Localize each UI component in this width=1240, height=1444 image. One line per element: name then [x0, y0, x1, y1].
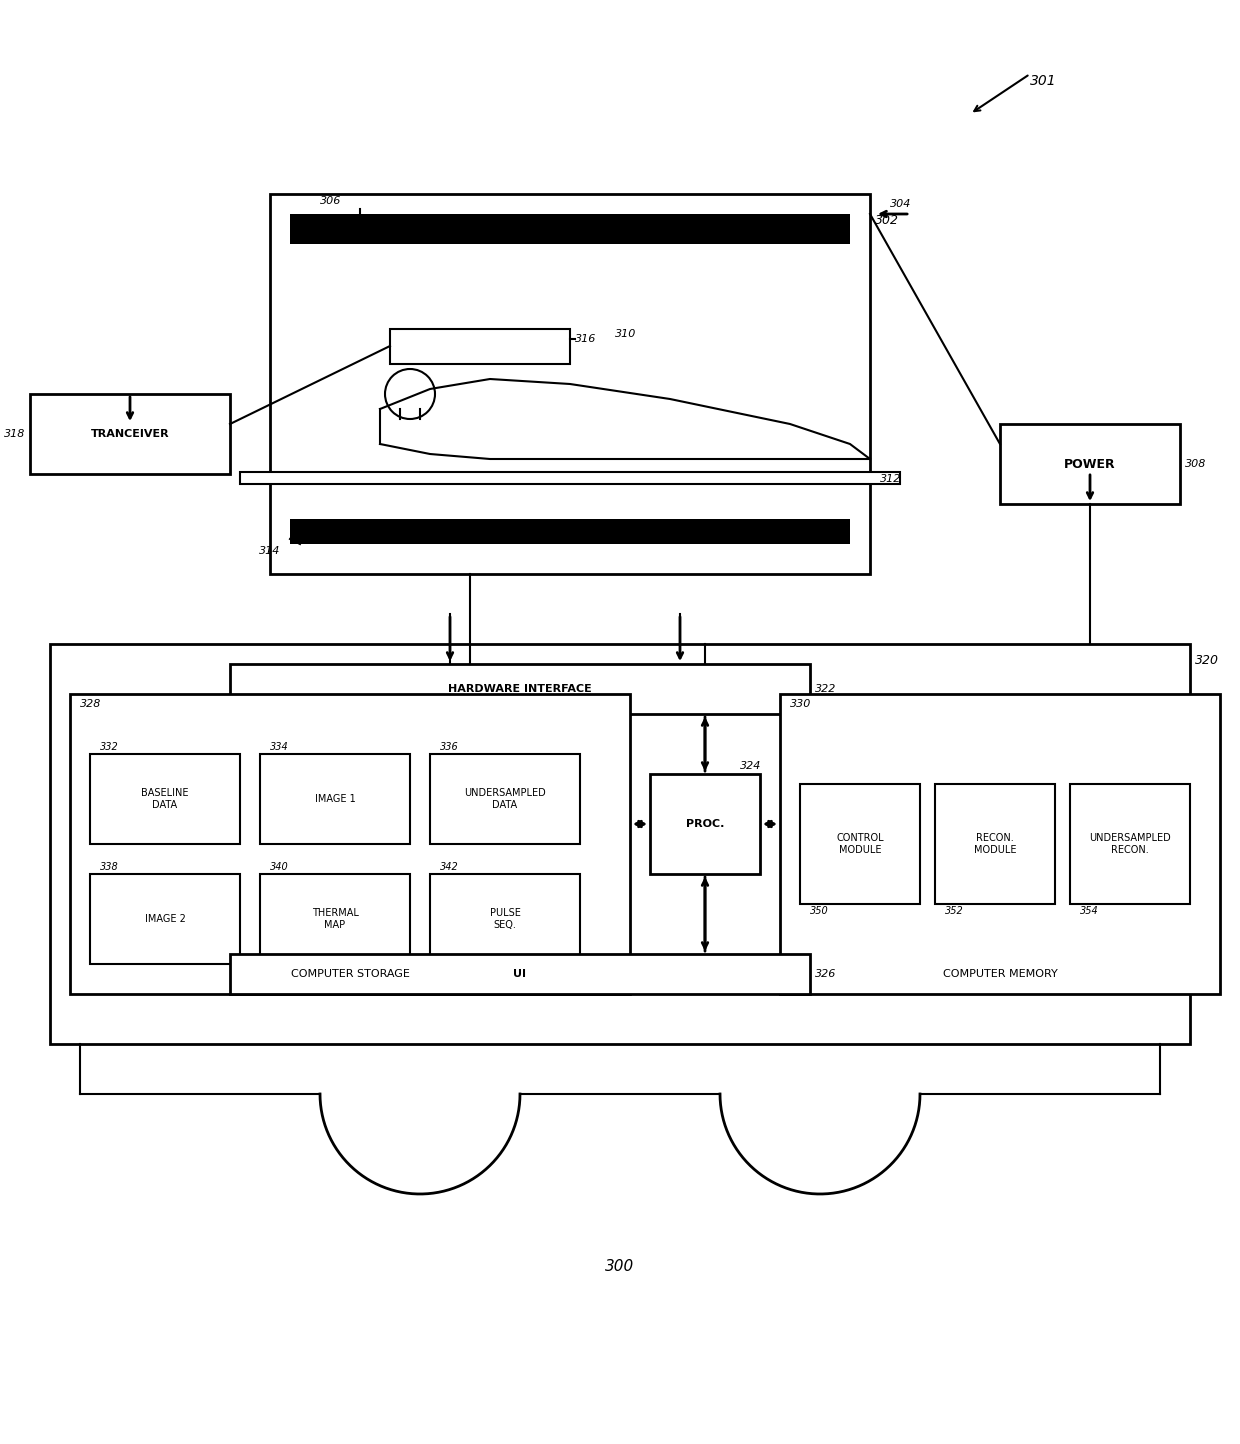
Text: CONTROL
MODULE: CONTROL MODULE: [836, 833, 884, 855]
Text: 330: 330: [790, 699, 811, 709]
Text: HARDWARE INTERFACE: HARDWARE INTERFACE: [448, 684, 591, 695]
FancyBboxPatch shape: [780, 695, 1220, 993]
Text: COMPUTER STORAGE: COMPUTER STORAGE: [290, 969, 409, 979]
Text: 308: 308: [1185, 459, 1207, 469]
FancyBboxPatch shape: [1070, 784, 1190, 904]
Text: 336: 336: [440, 742, 459, 752]
FancyBboxPatch shape: [91, 874, 241, 965]
Text: POWER: POWER: [1064, 458, 1116, 471]
Text: 322: 322: [815, 684, 836, 695]
Text: 324: 324: [740, 761, 761, 771]
FancyBboxPatch shape: [91, 754, 241, 843]
Text: UNDERSAMPLED
DATA: UNDERSAMPLED DATA: [464, 788, 546, 810]
Text: PULSE
SEQ.: PULSE SEQ.: [490, 908, 521, 930]
Text: 340: 340: [270, 862, 289, 872]
FancyBboxPatch shape: [229, 664, 810, 713]
Text: 304: 304: [890, 199, 911, 209]
Text: 312: 312: [880, 474, 901, 484]
FancyBboxPatch shape: [430, 754, 580, 843]
Text: 301: 301: [1030, 74, 1056, 88]
FancyBboxPatch shape: [800, 784, 920, 904]
Text: 338: 338: [100, 862, 119, 872]
Text: 334: 334: [270, 742, 289, 752]
Text: 306: 306: [320, 196, 341, 206]
Text: 302: 302: [875, 214, 899, 227]
Text: 316: 316: [575, 334, 596, 344]
Text: PROC.: PROC.: [686, 819, 724, 829]
Text: 314: 314: [259, 546, 280, 556]
Text: IMAGE 2: IMAGE 2: [145, 914, 186, 924]
FancyBboxPatch shape: [430, 874, 580, 965]
Text: UNDERSAMPLED
RECON.: UNDERSAMPLED RECON.: [1089, 833, 1171, 855]
Text: 328: 328: [81, 699, 102, 709]
FancyBboxPatch shape: [650, 774, 760, 874]
Text: 342: 342: [440, 862, 459, 872]
FancyBboxPatch shape: [229, 954, 810, 993]
FancyBboxPatch shape: [270, 193, 870, 575]
FancyBboxPatch shape: [350, 313, 610, 453]
FancyBboxPatch shape: [260, 754, 410, 843]
Text: 320: 320: [1195, 654, 1219, 667]
Text: 352: 352: [945, 905, 963, 915]
Text: IMAGE 1: IMAGE 1: [315, 794, 356, 804]
FancyBboxPatch shape: [241, 472, 900, 484]
Text: COMPUTER MEMORY: COMPUTER MEMORY: [942, 969, 1058, 979]
Text: THERMAL
MAP: THERMAL MAP: [311, 908, 358, 930]
Text: 310: 310: [615, 329, 636, 339]
FancyBboxPatch shape: [30, 394, 229, 474]
Text: RECON.
MODULE: RECON. MODULE: [973, 833, 1017, 855]
Text: 318: 318: [4, 429, 25, 439]
Text: 332: 332: [100, 742, 119, 752]
FancyBboxPatch shape: [260, 874, 410, 965]
Text: 300: 300: [605, 1259, 635, 1274]
Text: 350: 350: [810, 905, 828, 915]
Text: 354: 354: [1080, 905, 1099, 915]
FancyBboxPatch shape: [391, 329, 570, 364]
FancyBboxPatch shape: [50, 644, 1190, 1044]
Text: BASELINE
DATA: BASELINE DATA: [141, 788, 188, 810]
Text: UI: UI: [513, 969, 527, 979]
FancyBboxPatch shape: [69, 695, 630, 993]
FancyBboxPatch shape: [999, 425, 1180, 504]
FancyBboxPatch shape: [935, 784, 1055, 904]
Text: TRANCEIVER: TRANCEIVER: [91, 429, 170, 439]
Text: 326: 326: [815, 969, 836, 979]
FancyBboxPatch shape: [290, 518, 849, 544]
FancyBboxPatch shape: [290, 214, 849, 244]
